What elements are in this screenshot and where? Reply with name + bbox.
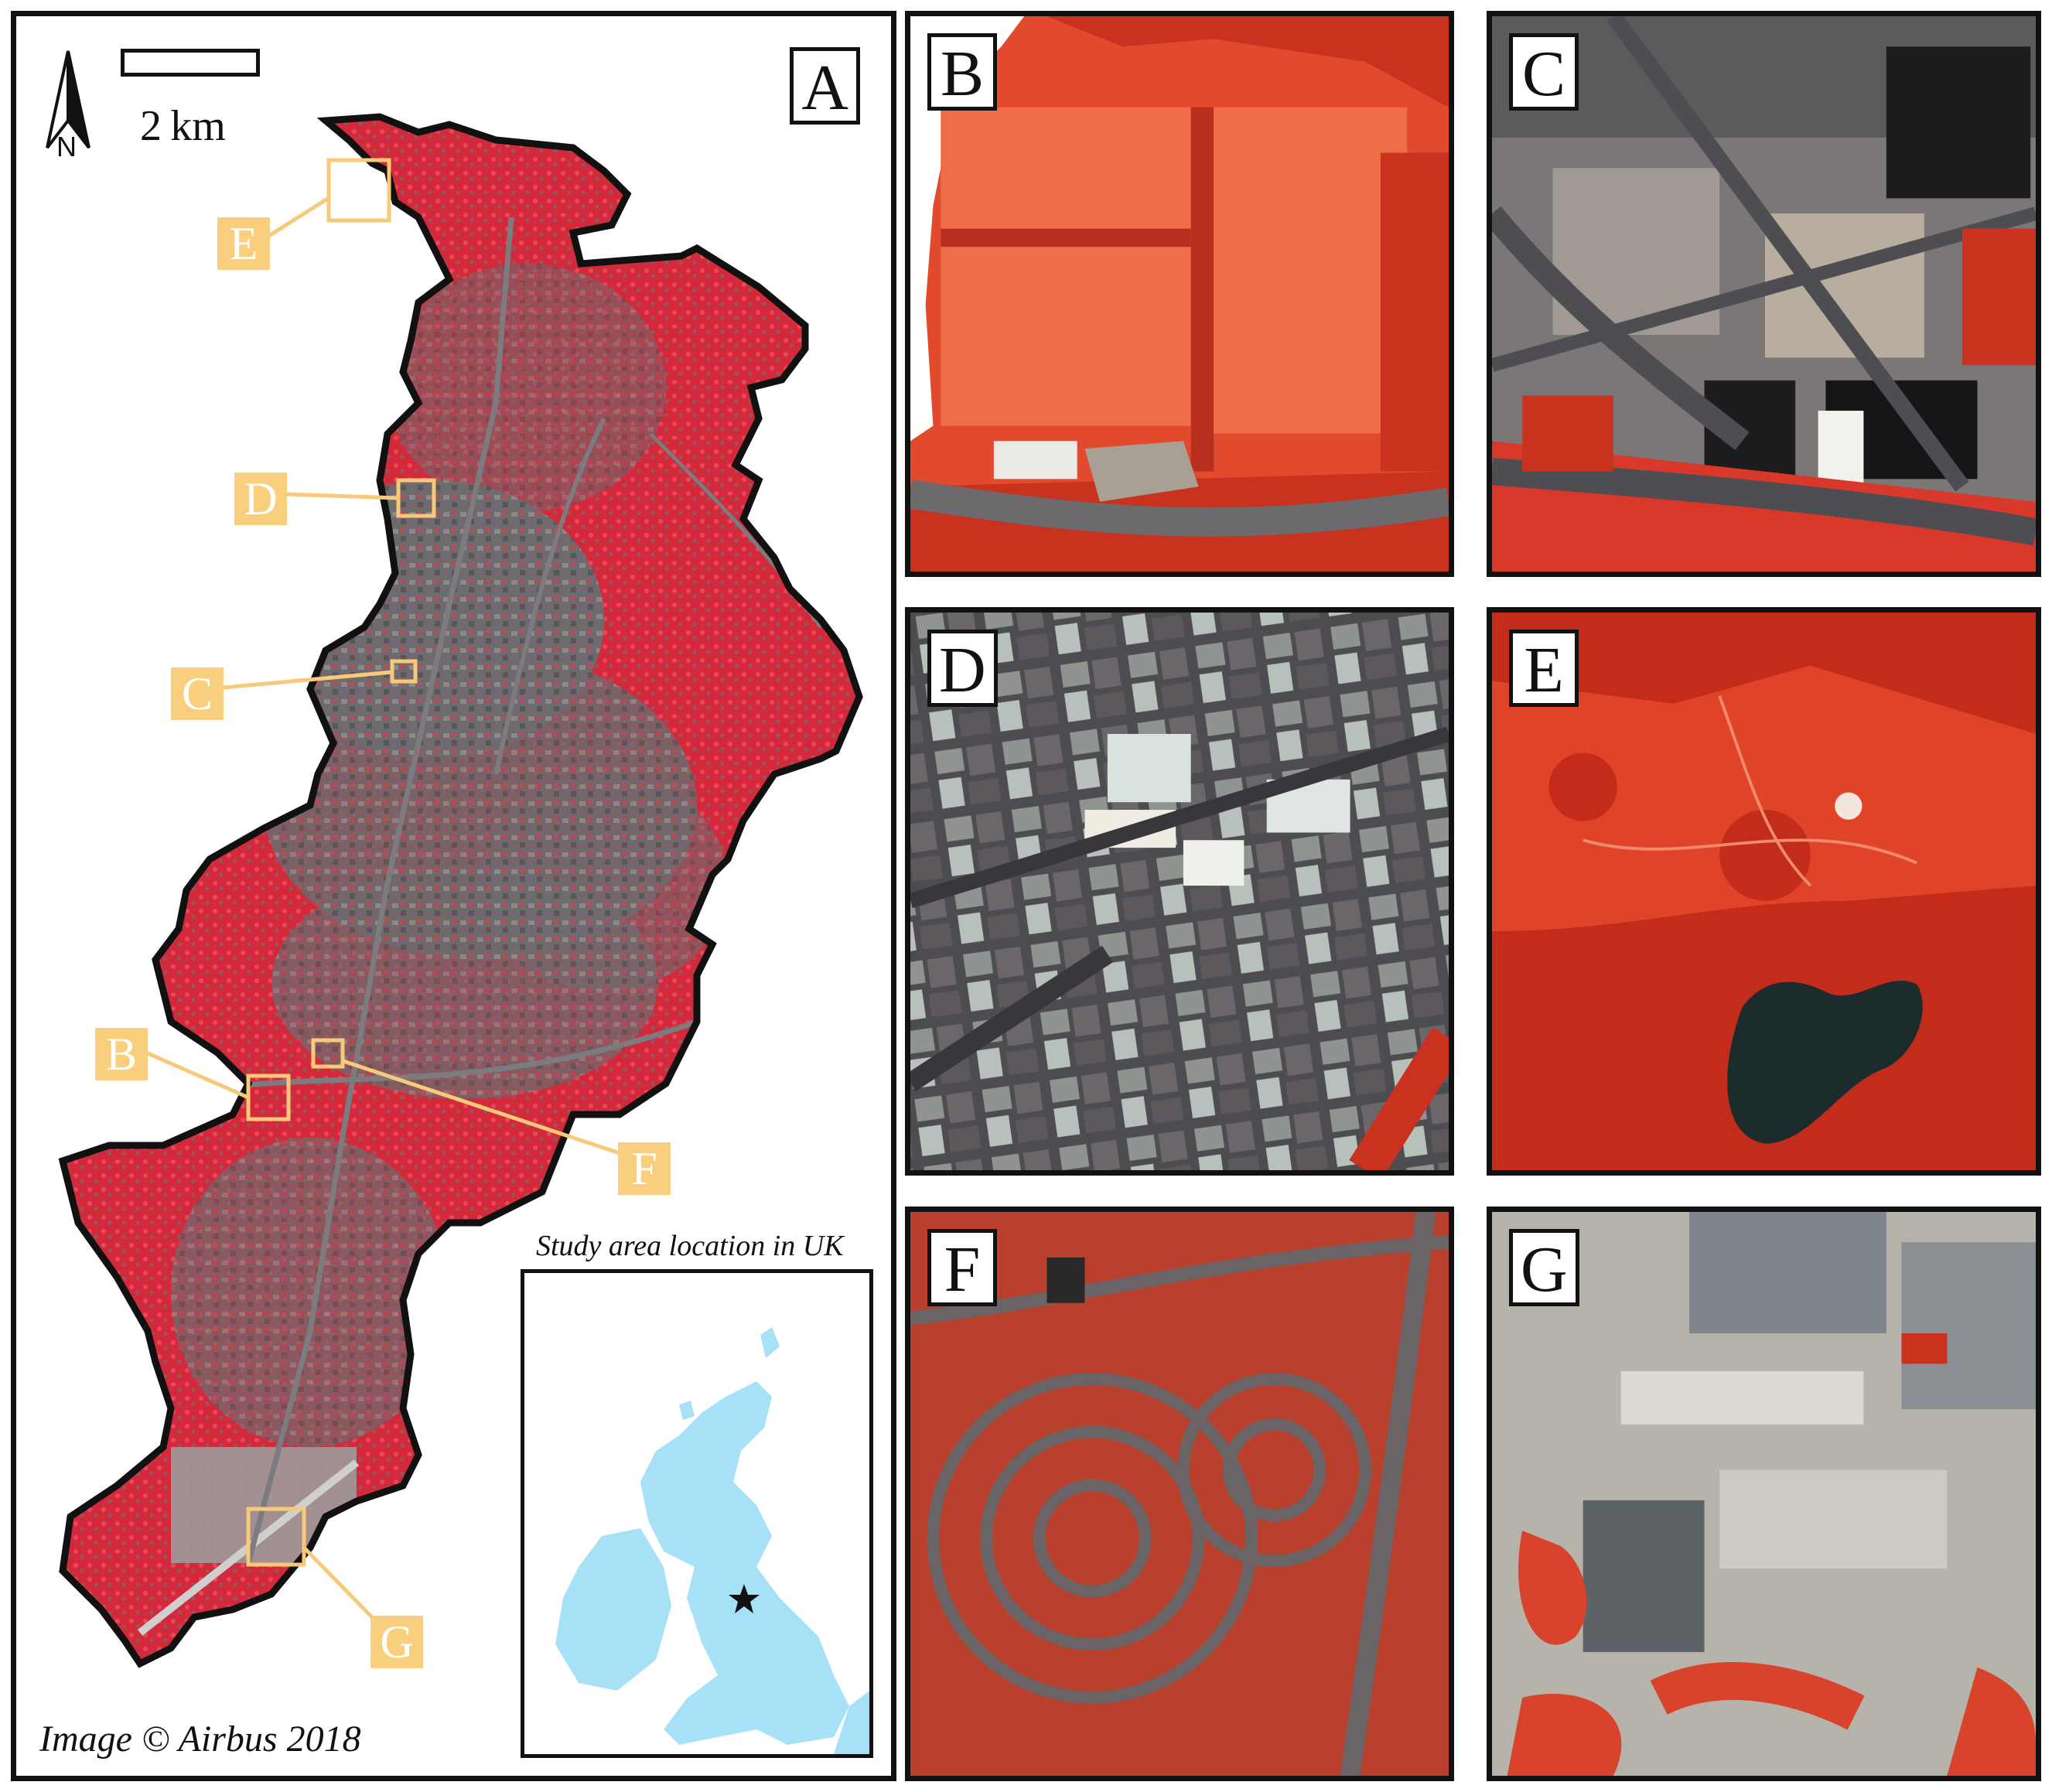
panel-label-d: D bbox=[927, 630, 998, 707]
north-label: N bbox=[56, 131, 77, 162]
detail-panel-c: C bbox=[1487, 11, 2041, 577]
detail-panel-f: F bbox=[905, 1207, 1454, 1781]
scale-label: 2 km bbox=[140, 102, 226, 150]
detail-panel-g: G bbox=[1487, 1207, 2041, 1781]
image-credit: Image © Airbus 2018 bbox=[39, 1719, 361, 1760]
callout-e: E bbox=[217, 217, 270, 270]
overview-map-panel: A N 2 km bbox=[11, 11, 896, 1781]
panel-label-b: B bbox=[927, 33, 997, 111]
star-icon bbox=[729, 1584, 760, 1613]
panel-label-g: G bbox=[1509, 1229, 1579, 1306]
scale-bar bbox=[121, 49, 260, 77]
panel-label-a: A bbox=[790, 47, 860, 125]
callout-b: B bbox=[95, 1028, 148, 1080]
inset-title: Study area location in UK bbox=[536, 1230, 844, 1262]
detail-panel-b: B bbox=[905, 11, 1454, 577]
north-arrow-icon bbox=[46, 50, 90, 149]
panel-label-c: C bbox=[1509, 33, 1579, 111]
callout-c: C bbox=[171, 667, 224, 720]
uk-outline bbox=[555, 1327, 869, 1754]
uk-inset-map bbox=[521, 1269, 873, 1758]
panel-label-e: E bbox=[1509, 630, 1579, 707]
callout-d: D bbox=[234, 473, 287, 525]
callout-f: F bbox=[618, 1142, 671, 1195]
detail-panel-d: D bbox=[905, 607, 1454, 1176]
detail-panel-e: E bbox=[1487, 607, 2041, 1176]
panel-label-f: F bbox=[927, 1229, 997, 1306]
callout-g: G bbox=[370, 1616, 423, 1668]
